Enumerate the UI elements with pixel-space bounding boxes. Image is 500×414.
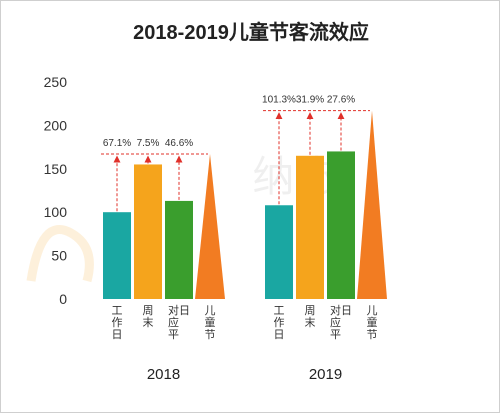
y-tick-label: 0 [59, 291, 67, 307]
annotation-label: 27.6% [327, 95, 355, 106]
bar-mark [265, 205, 293, 299]
y-tick-label: 250 [44, 74, 68, 90]
annotation-label: 46.6% [165, 138, 193, 149]
bar-mark [327, 151, 355, 299]
category-label: 儿童节 [367, 304, 378, 341]
group-label: 2019 [309, 366, 342, 383]
y-tick-label: 100 [44, 204, 68, 220]
annotation-label: 7.5% [137, 138, 160, 149]
group-label: 2018 [147, 366, 180, 383]
annotation-label: 101.3% [262, 95, 296, 106]
bar-mark [357, 110, 387, 299]
category-label: 周末 [305, 304, 316, 329]
y-tick-label: 200 [44, 117, 68, 133]
watermark-logo [26, 225, 94, 283]
category-label: 周末 [143, 304, 154, 329]
bar-mark [165, 200, 193, 299]
bar-mark [195, 154, 225, 299]
category-label: 儿童节 [205, 304, 216, 341]
bar-mark [103, 212, 131, 299]
bar-mark [134, 164, 162, 299]
annotation-label: 31.9% [296, 95, 324, 106]
bar-mark [296, 155, 324, 299]
category-label: 对应平日 [168, 303, 190, 341]
y-tick-label: 50 [51, 248, 67, 264]
y-axis: 0 50 100 150 200 250 [44, 74, 68, 307]
category-label: 工作日 [112, 305, 123, 341]
y-tick-label: 150 [44, 161, 68, 177]
annotation-label: 67.1% [103, 138, 131, 149]
chart-title: 2018-2019儿童节客流效应 [133, 20, 369, 44]
bars [103, 110, 387, 299]
reference-lines [101, 110, 370, 212]
category-label: 工作日 [274, 305, 285, 341]
labels: 工作日周末对应平日 儿童节67.1% 7.5% 46.6%2018工作日周末对应平日儿… [103, 95, 378, 383]
category-label: 对应平日 [330, 303, 352, 341]
